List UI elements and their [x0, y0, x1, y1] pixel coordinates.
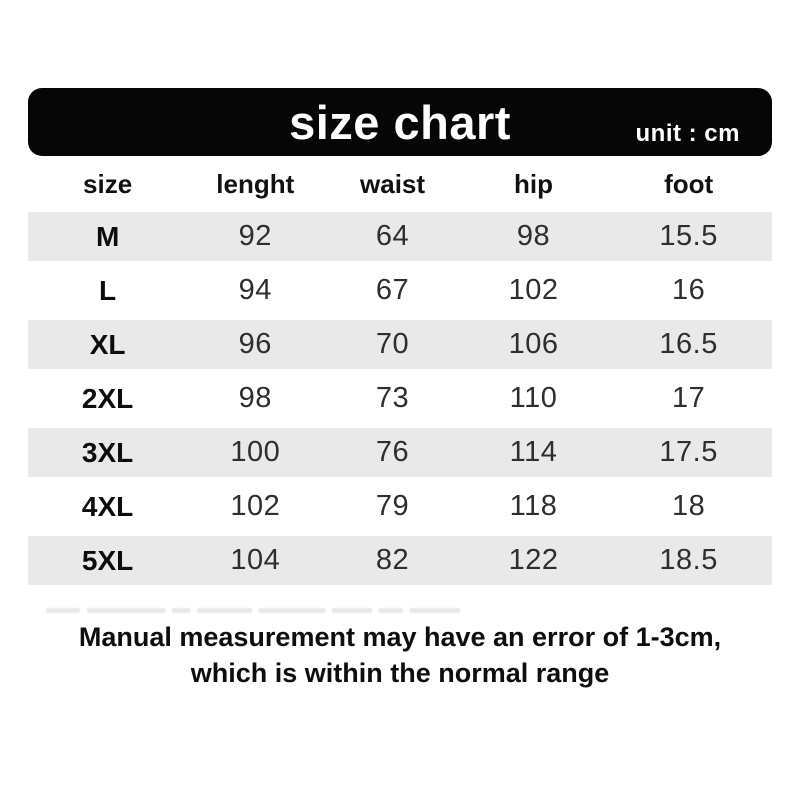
measurement-note-line2: which is within the normal range	[190, 658, 610, 688]
table-row-2xl: 2XL 98 73 110 17	[28, 369, 772, 428]
measurement-note: Manual measurement may have an error of …	[0, 619, 800, 691]
length-value: 94	[238, 274, 272, 306]
size-table: M 92 64 98 15.5 L 94 67 102 16 XL 96 70 …	[28, 212, 772, 585]
column-header-size: size	[83, 168, 133, 199]
waist-value: 70	[375, 328, 410, 360]
length-value: 98	[238, 382, 272, 414]
column-header-lenght: lenght	[216, 168, 295, 199]
hip-value: 102	[508, 274, 559, 306]
size-label: XL	[89, 328, 126, 360]
foot-value: 16.5	[659, 328, 718, 360]
waist-value: 67	[375, 274, 410, 306]
watermark-fragments	[46, 607, 466, 614]
foot-value: 18.5	[659, 544, 718, 576]
size-label: 3XL	[81, 436, 134, 468]
hip-value: 106	[508, 328, 559, 360]
size-label: M	[95, 220, 120, 252]
hip-value: 110	[509, 382, 558, 414]
column-header-foot: foot	[664, 168, 714, 199]
page-title: size chart	[289, 95, 511, 149]
title-banner: size chart unit : cm	[28, 88, 772, 156]
size-label: 5XL	[81, 544, 134, 576]
foot-value: 17.5	[659, 436, 718, 468]
hip-value: 118	[509, 490, 558, 522]
column-header-waist: waist	[360, 168, 426, 199]
hip-value: 122	[508, 544, 559, 576]
column-header-hip: hip	[514, 168, 553, 199]
unit-label: unit : cm	[635, 120, 740, 147]
table-row-m: M 92 64 98 15.5	[28, 212, 772, 261]
hip-value: 98	[516, 220, 551, 252]
length-value: 100	[230, 436, 281, 468]
size-label: 4XL	[81, 490, 134, 522]
length-value: 96	[238, 328, 272, 360]
waist-value: 79	[375, 490, 410, 522]
foot-value: 18	[671, 490, 706, 522]
table-row-l: L 94 67 102 16	[28, 261, 772, 320]
length-value: 92	[238, 220, 272, 252]
foot-value: 15.5	[659, 220, 718, 252]
foot-value: 16	[671, 274, 706, 306]
table-row-5xl: 5XL 104 82 122 18.5	[28, 536, 772, 585]
length-value: 104	[230, 544, 281, 576]
size-label: L	[99, 274, 117, 306]
waist-value: 82	[375, 544, 410, 576]
table-header-row: size lenght waist hip foot	[28, 156, 772, 212]
table-row-3xl: 3XL 100 76 114 17.5	[28, 428, 772, 477]
waist-value: 73	[375, 382, 410, 414]
measurement-note-line1: Manual measurement may have an error of …	[78, 622, 722, 652]
size-label: 2XL	[81, 382, 134, 414]
table-row-4xl: 4XL 102 79 118 18	[28, 477, 772, 536]
waist-value: 64	[375, 220, 410, 252]
hip-value: 114	[509, 436, 558, 468]
table-row-xl: XL 96 70 106 16.5	[28, 320, 772, 369]
foot-value: 17	[671, 382, 706, 414]
waist-value: 76	[375, 436, 410, 468]
length-value: 102	[230, 490, 281, 522]
